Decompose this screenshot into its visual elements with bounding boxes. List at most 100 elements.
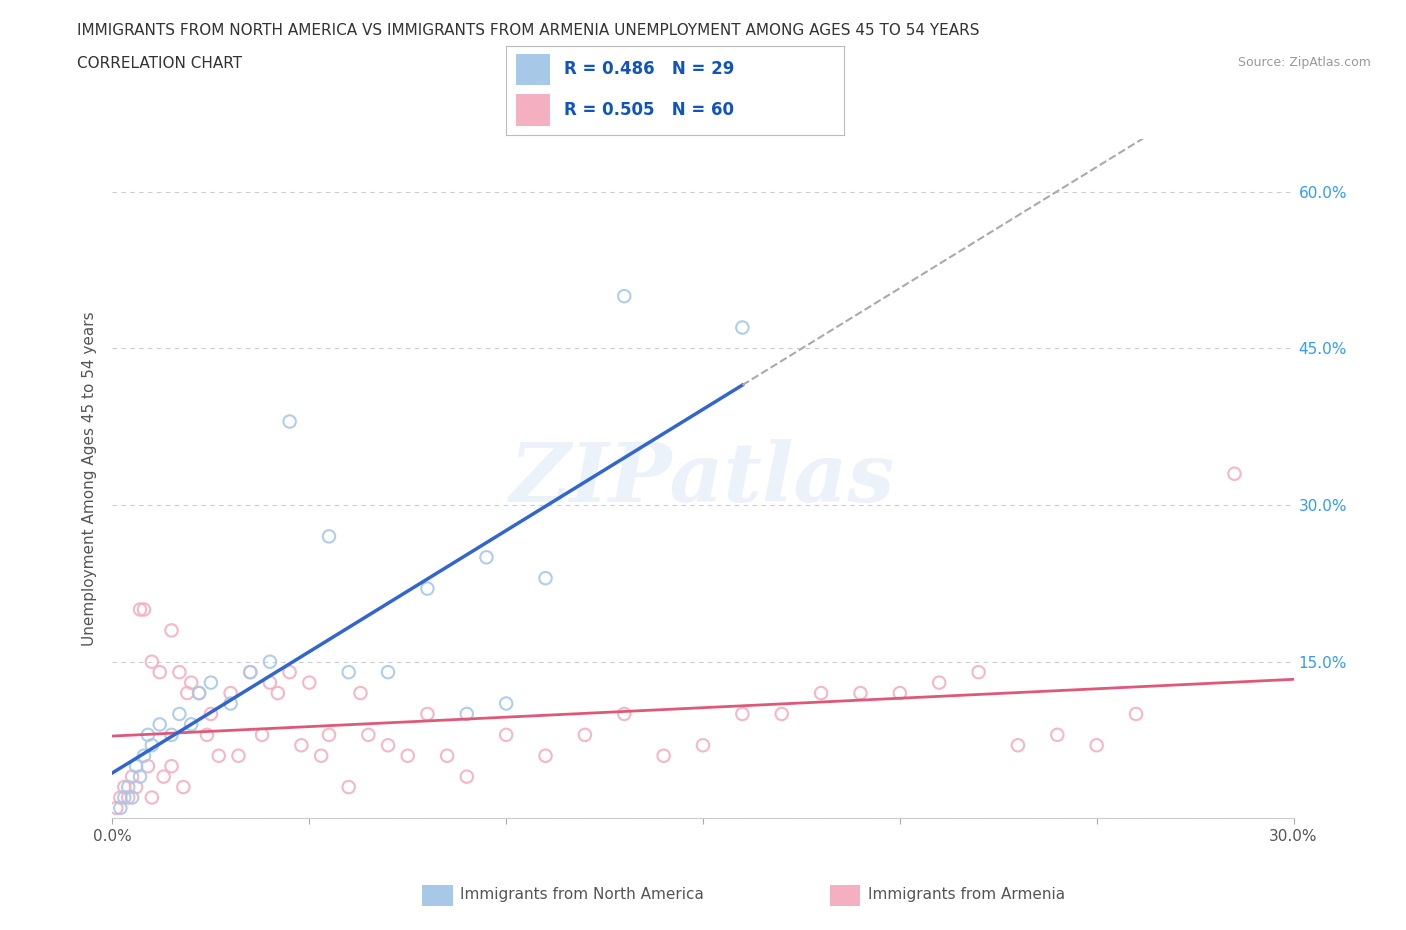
Text: Immigrants from North America: Immigrants from North America bbox=[460, 887, 703, 902]
Point bbox=[1223, 466, 1246, 481]
Point bbox=[136, 727, 159, 742]
Point bbox=[149, 665, 172, 680]
Point bbox=[259, 675, 281, 690]
Point bbox=[195, 727, 218, 742]
Point bbox=[495, 727, 517, 742]
Point bbox=[219, 696, 242, 711]
Point bbox=[172, 779, 194, 794]
Point bbox=[141, 655, 163, 670]
Point bbox=[259, 655, 281, 670]
Point bbox=[239, 665, 262, 680]
Point bbox=[141, 737, 163, 752]
Point bbox=[475, 550, 498, 565]
Point bbox=[318, 727, 340, 742]
Text: Source: ZipAtlas.com: Source: ZipAtlas.com bbox=[1237, 56, 1371, 69]
Point bbox=[219, 685, 242, 700]
Point bbox=[810, 685, 832, 700]
Point bbox=[290, 737, 312, 752]
Point bbox=[136, 759, 159, 774]
Point bbox=[105, 801, 128, 816]
Point bbox=[770, 707, 793, 722]
Y-axis label: Unemployment Among Ages 45 to 54 years: Unemployment Among Ages 45 to 54 years bbox=[82, 312, 97, 646]
Point bbox=[117, 779, 139, 794]
Point bbox=[200, 707, 222, 722]
Text: ZIPatlas: ZIPatlas bbox=[510, 439, 896, 519]
Point bbox=[180, 717, 202, 732]
Point bbox=[112, 779, 135, 794]
Point bbox=[125, 759, 148, 774]
Point bbox=[298, 675, 321, 690]
Point bbox=[534, 749, 557, 764]
Point bbox=[132, 749, 155, 764]
Point bbox=[416, 707, 439, 722]
Point bbox=[692, 737, 714, 752]
Point bbox=[357, 727, 380, 742]
Point bbox=[188, 685, 211, 700]
Point bbox=[377, 665, 399, 680]
Point bbox=[849, 685, 872, 700]
Text: CORRELATION CHART: CORRELATION CHART bbox=[77, 56, 242, 71]
Point bbox=[228, 749, 250, 764]
Point bbox=[152, 769, 174, 784]
Point bbox=[129, 769, 152, 784]
Point bbox=[267, 685, 290, 700]
Point bbox=[928, 675, 950, 690]
Point bbox=[149, 717, 172, 732]
Point bbox=[121, 790, 143, 805]
Point bbox=[176, 685, 198, 700]
Point bbox=[188, 685, 211, 700]
Point bbox=[117, 790, 139, 805]
Text: R = 0.505   N = 60: R = 0.505 N = 60 bbox=[564, 100, 734, 119]
Point bbox=[129, 602, 152, 617]
Point bbox=[239, 665, 262, 680]
Text: IMMIGRANTS FROM NORTH AMERICA VS IMMIGRANTS FROM ARMENIA UNEMPLOYMENT AMONG AGES: IMMIGRANTS FROM NORTH AMERICA VS IMMIGRA… bbox=[77, 23, 980, 38]
Point bbox=[309, 749, 332, 764]
Text: R = 0.486   N = 29: R = 0.486 N = 29 bbox=[564, 60, 734, 78]
Point bbox=[160, 727, 183, 742]
Point bbox=[278, 665, 301, 680]
Point bbox=[278, 414, 301, 429]
Point bbox=[337, 665, 360, 680]
Point bbox=[180, 675, 202, 690]
Point bbox=[456, 769, 478, 784]
Point bbox=[436, 749, 458, 764]
Point bbox=[250, 727, 273, 742]
Point bbox=[110, 801, 132, 816]
Point bbox=[349, 685, 371, 700]
Point bbox=[200, 675, 222, 690]
Point bbox=[731, 320, 754, 335]
Point bbox=[337, 779, 360, 794]
Text: Immigrants from Armenia: Immigrants from Armenia bbox=[868, 887, 1064, 902]
Point bbox=[112, 790, 135, 805]
Point bbox=[731, 707, 754, 722]
Point bbox=[208, 749, 231, 764]
Point bbox=[613, 707, 636, 722]
Point bbox=[1085, 737, 1108, 752]
Bar bbox=[516, 54, 550, 86]
Point bbox=[967, 665, 990, 680]
Point bbox=[1007, 737, 1029, 752]
Point bbox=[456, 707, 478, 722]
Point bbox=[1125, 707, 1147, 722]
Point bbox=[889, 685, 911, 700]
Point bbox=[169, 707, 191, 722]
Point bbox=[125, 779, 148, 794]
Point bbox=[574, 727, 596, 742]
Point bbox=[110, 790, 132, 805]
Point bbox=[416, 581, 439, 596]
Point bbox=[1046, 727, 1069, 742]
Point bbox=[141, 790, 163, 805]
Point bbox=[534, 571, 557, 586]
Point bbox=[160, 623, 183, 638]
Point bbox=[318, 529, 340, 544]
Bar bbox=[516, 94, 550, 126]
Point bbox=[652, 749, 675, 764]
Point bbox=[169, 665, 191, 680]
Point bbox=[160, 759, 183, 774]
Point bbox=[377, 737, 399, 752]
Point bbox=[613, 288, 636, 303]
Point bbox=[396, 749, 419, 764]
Point bbox=[132, 602, 155, 617]
Point bbox=[495, 696, 517, 711]
Point bbox=[121, 769, 143, 784]
